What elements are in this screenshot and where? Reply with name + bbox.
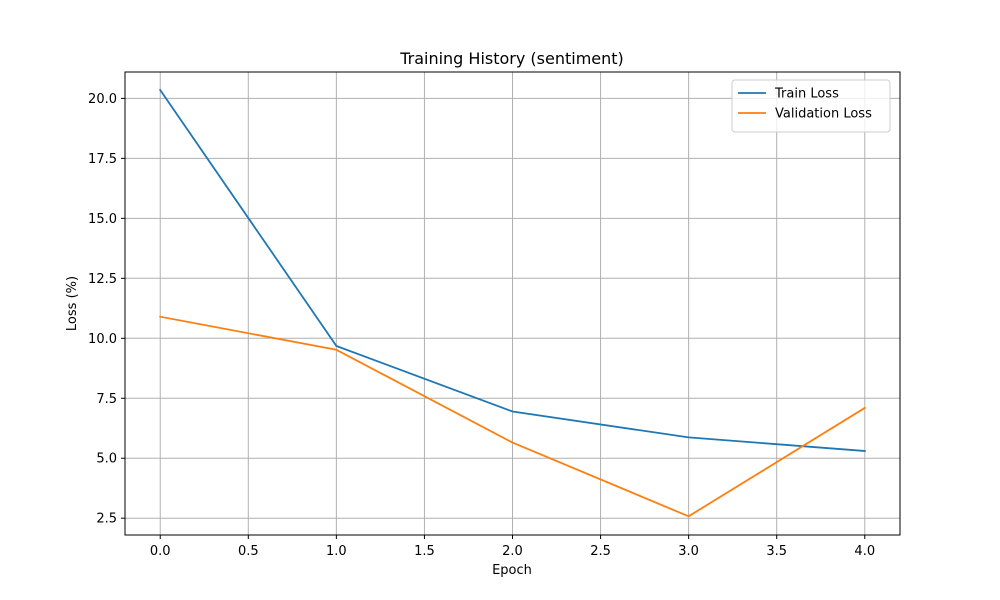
x-tick-label: 3.0 bbox=[678, 544, 699, 559]
y-tick-label: 10.0 bbox=[88, 332, 117, 347]
x-tick-label: 0.5 bbox=[238, 544, 259, 559]
legend-box bbox=[731, 79, 891, 133]
x-tick-label: 3.5 bbox=[766, 544, 787, 559]
y-axis: 2.5 5.0 7.5 10.0 12.5 15.0 17.5 20.0 bbox=[88, 92, 125, 527]
x-tick-label: 2.5 bbox=[590, 544, 611, 559]
legend-label: Train Loss bbox=[774, 87, 839, 102]
x-axis-label: Epoch bbox=[492, 563, 532, 578]
y-tick-label: 20.0 bbox=[88, 92, 117, 107]
x-tick-label: 0.0 bbox=[150, 544, 171, 559]
series-line-validation-loss bbox=[159, 315, 867, 518]
y-tick-label: 5.0 bbox=[96, 452, 117, 467]
y-axis-label: Loss (%) bbox=[65, 276, 80, 331]
x-tick-label: 1.0 bbox=[326, 544, 347, 559]
grid bbox=[125, 72, 900, 535]
y-tick-label: 17.5 bbox=[88, 152, 117, 167]
series-layer bbox=[158, 88, 867, 518]
x-tick-label: 1.5 bbox=[414, 544, 435, 559]
legend: Train Loss Validation Loss bbox=[731, 79, 891, 133]
x-tick-label: 2.0 bbox=[502, 544, 523, 559]
y-tick-label: 2.5 bbox=[96, 512, 117, 527]
y-tick-label: 12.5 bbox=[88, 272, 117, 287]
x-tick-label: 4.0 bbox=[854, 544, 875, 559]
chart-title: Training History (sentiment) bbox=[399, 49, 624, 68]
x-axis: 0.0 0.5 1.0 1.5 2.0 2.5 3.0 3.5 4.0 bbox=[150, 535, 875, 559]
series-line-train-loss bbox=[158, 88, 866, 452]
y-tick-label: 15.0 bbox=[88, 212, 117, 227]
y-tick-label: 7.5 bbox=[96, 392, 117, 407]
legend-label: Validation Loss bbox=[775, 107, 872, 122]
